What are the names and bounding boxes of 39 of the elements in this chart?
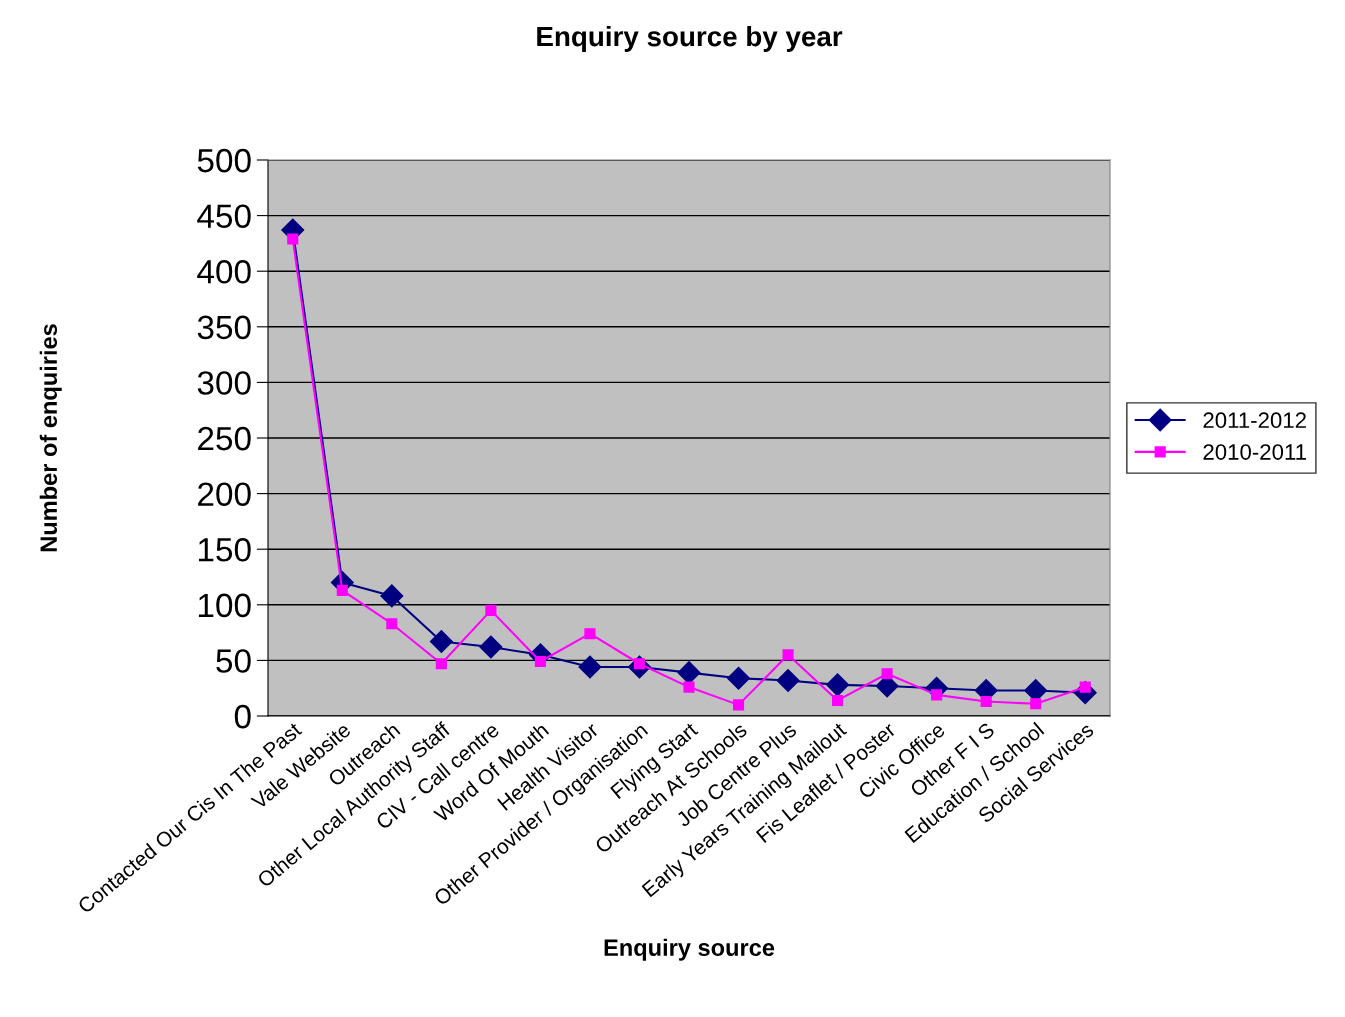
y-tick-label: 100 <box>198 593 251 618</box>
point <box>677 661 701 685</box>
y-tick-label: 250 <box>198 426 251 451</box>
point <box>584 628 596 640</box>
point <box>727 666 751 690</box>
point <box>380 584 404 608</box>
point <box>386 618 398 630</box>
point <box>287 233 299 245</box>
point <box>826 673 850 697</box>
point <box>1030 698 1042 710</box>
point <box>881 668 893 680</box>
y-axis-title: Number of enquiries <box>39 324 62 552</box>
point <box>732 699 745 711</box>
legend-label: 2010-2011 <box>1203 444 1306 460</box>
legend-label: 2011-2012 <box>1203 412 1306 429</box>
y-tick-label: 50 <box>216 649 251 673</box>
point <box>578 655 602 679</box>
point <box>485 604 497 616</box>
y-tick-label: 200 <box>198 482 251 507</box>
point <box>782 649 794 661</box>
point <box>980 695 992 708</box>
point <box>336 584 348 596</box>
point <box>683 681 695 693</box>
point <box>776 668 800 692</box>
y-tick-label: 350 <box>197 315 251 340</box>
y-tick-label: 300 <box>197 371 251 395</box>
chart-title: Enquiry source by year <box>537 25 843 52</box>
point <box>435 658 447 670</box>
point <box>931 689 943 701</box>
point <box>429 629 453 653</box>
y-tick-label: 450 <box>197 204 251 229</box>
y-tick-label: 400 <box>197 260 251 284</box>
y-tick-label: 500 <box>197 148 251 173</box>
point <box>479 635 503 659</box>
y-tick-label: 150 <box>198 538 251 562</box>
point <box>534 655 546 668</box>
x-axis-title: Enquiry source <box>604 938 775 961</box>
point <box>832 694 844 706</box>
y-tick-label: 0 <box>234 704 251 729</box>
